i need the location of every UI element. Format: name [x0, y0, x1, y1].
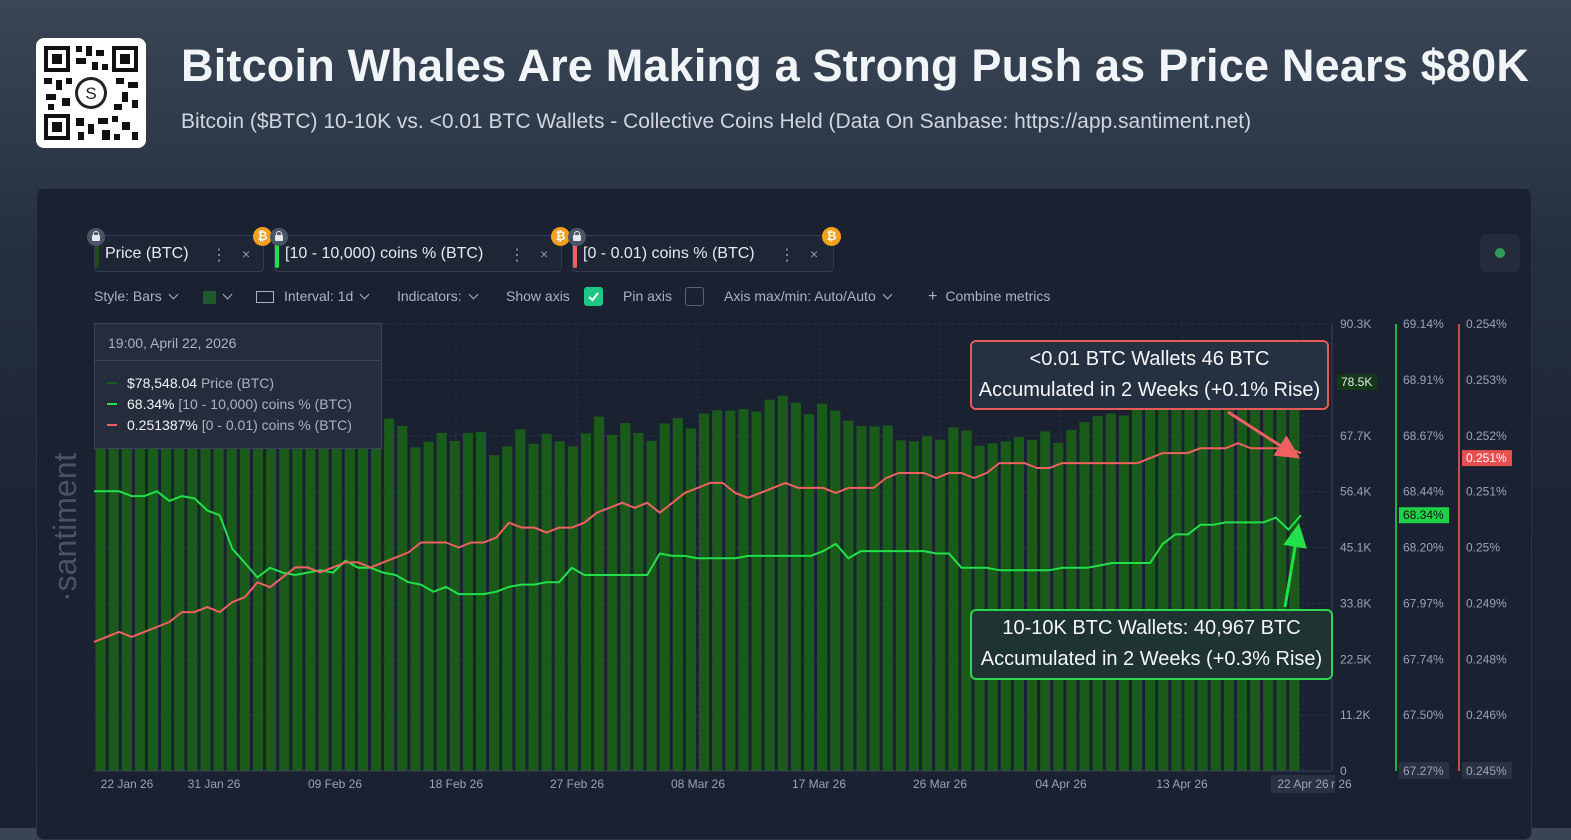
tooltip-row-retail: 0.251387% [0 - 0.01) coins % (BTC) [107, 417, 352, 433]
settings-button[interactable] [1480, 234, 1520, 272]
tooltip-value: 0.251387% [127, 417, 198, 433]
legend-whales[interactable]: [10 - 10,000) coins % (BTC) ⋮ × [274, 235, 562, 272]
chevron-down-icon [168, 289, 179, 300]
whale-callout-line1: 10-10K BTC Wallets: 40,967 BTC [1002, 617, 1301, 639]
style-dropdown[interactable]: Style: Bars [94, 288, 179, 304]
legend-retail-swatch [573, 242, 577, 268]
style-label: Style: Bars [94, 288, 162, 304]
combine-metrics-button[interactable]: + Combine metrics [928, 288, 1050, 306]
interval-label: Interval: 1d [284, 288, 354, 304]
hover-tooltip: 19:00, April 22, 2026 $78,548.04 Price (… [94, 323, 382, 449]
bitcoin-icon: ₿ [822, 227, 841, 246]
chart-panel [36, 188, 1532, 840]
more-vertical-icon[interactable]: ⋮ [509, 247, 525, 264]
chevron-down-icon [222, 289, 233, 300]
bitcoin-icon: ₿ [551, 227, 570, 246]
legend-price-swatch [95, 242, 99, 268]
legend-price-label: Price (BTC) [105, 244, 189, 262]
close-icon[interactable]: × [242, 246, 251, 262]
ruler-icon [256, 291, 274, 304]
tooltip-value: $78,548.04 [127, 375, 198, 391]
qr-center-letter: S [85, 84, 96, 103]
whale-callout: 10-10K BTC Wallets: 40,967 BTC Accumulat… [970, 609, 1333, 680]
chevron-down-icon [359, 289, 370, 300]
watermark-text: ·santiment· [47, 450, 83, 602]
show-axis-label: Show axis [506, 288, 570, 304]
interval-dropdown[interactable]: Interval: 1d [256, 288, 370, 304]
retail-callout-line1: <0.01 BTC Wallets 46 BTC [1029, 348, 1270, 370]
legend-retail[interactable]: [0 - 0.01) coins % (BTC) ⋮ × [572, 235, 834, 272]
tooltip-label: [0 - 0.01) coins % (BTC) [201, 417, 352, 433]
legend-price[interactable]: Price (BTC) ⋮ × [94, 235, 264, 272]
page-title: Bitcoin Whales Are Making a Strong Push … [181, 40, 1530, 91]
tooltip-label: Price (BTC) [200, 375, 275, 391]
indicators-dropdown[interactable]: Indicators: [397, 288, 479, 304]
show-axis-checkbox[interactable] [584, 287, 603, 306]
tooltip-swatch [107, 424, 117, 427]
more-vertical-icon[interactable]: ⋮ [211, 247, 227, 264]
legend-whales-swatch [275, 242, 279, 268]
color-dropdown[interactable] [203, 288, 233, 304]
bitcoin-icon: ₿ [253, 227, 272, 246]
qr-code-graphic: S [44, 46, 138, 140]
plus-icon: + [928, 288, 938, 305]
lock-icon [270, 228, 288, 246]
combine-label: Combine metrics [945, 288, 1051, 304]
color-swatch-icon [203, 290, 216, 304]
chevron-down-icon [882, 289, 893, 300]
axis-maxmin-dropdown[interactable]: Axis max/min: Auto/Auto [724, 288, 893, 304]
lock-icon [87, 228, 105, 246]
indicators-label: Indicators: [397, 288, 462, 304]
tooltip-value: 68.34% [127, 396, 175, 412]
tooltip-row-price: $78,548.04 Price (BTC) [107, 375, 274, 391]
chevron-down-icon [468, 289, 479, 300]
more-vertical-icon[interactable]: ⋮ [779, 247, 795, 264]
tooltip-label: [10 - 10,000) coins % (BTC) [178, 396, 352, 412]
whale-callout-line2: Accumulated in 2 Weeks (+0.3% Rise) [980, 648, 1323, 670]
page-subtitle: Bitcoin ($BTC) 10-10K vs. <0.01 BTC Wall… [181, 110, 1252, 133]
retail-callout-line2: Accumulated in 2 Weeks (+0.1% Rise) [978, 379, 1321, 401]
tooltip-swatch [107, 382, 117, 385]
axis-maxmin-label: Axis max/min: Auto/Auto [724, 288, 876, 304]
close-icon[interactable]: × [810, 246, 819, 262]
pin-axis-label: Pin axis [623, 288, 673, 304]
tooltip-divider [95, 360, 381, 361]
retail-callout: <0.01 BTC Wallets 46 BTC Accumulated in … [970, 340, 1329, 410]
tooltip-swatch [107, 403, 117, 406]
tooltip-row-whales: 68.34% [10 - 10,000) coins % (BTC) [107, 396, 352, 412]
legend-retail-label: [0 - 0.01) coins % (BTC) [583, 244, 755, 262]
lock-icon [568, 228, 586, 246]
pin-axis-checkbox[interactable] [685, 287, 704, 306]
tooltip-date: 19:00, April 22, 2026 [108, 335, 237, 351]
legend-whales-label: [10 - 10,000) coins % (BTC) [285, 244, 484, 262]
close-icon[interactable]: × [540, 246, 549, 262]
check-icon [588, 292, 599, 302]
santiment-watermark: ·santiment· [47, 450, 83, 602]
qr-code: S [36, 38, 146, 148]
status-dot-icon [1495, 248, 1505, 258]
